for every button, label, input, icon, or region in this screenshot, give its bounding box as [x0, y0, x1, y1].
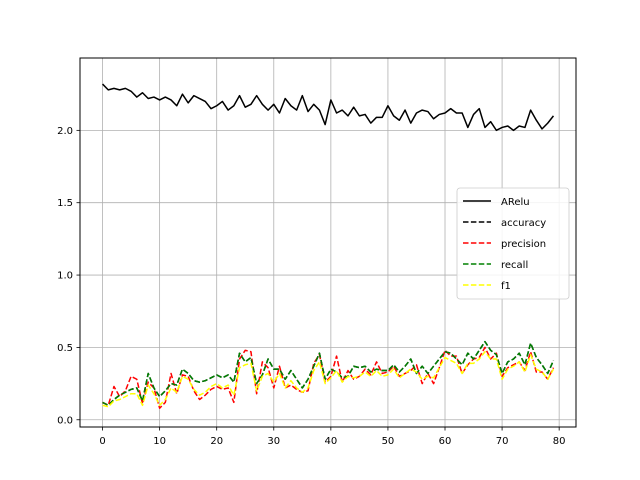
y-tick-label: 0.5	[57, 343, 73, 354]
series-layer	[102, 83, 555, 409]
x-tick-label: 10	[153, 436, 166, 447]
y-tick-label: 0.0	[57, 415, 73, 426]
x-tick-label: 60	[439, 436, 452, 447]
legend-label-arelu: ARelu	[501, 197, 530, 208]
legend-box	[456, 187, 570, 300]
legend-label-recall: recall	[501, 260, 528, 271]
legend-label-f1: f1	[501, 281, 511, 292]
x-axis: 0 10 20 30 40 50 60 70 80	[99, 427, 566, 447]
x-tick-label: 0	[99, 436, 105, 447]
x-tick-label: 20	[210, 436, 223, 447]
y-tick-label: 1.5	[57, 198, 73, 209]
legend-label-accuracy: accuracy	[501, 218, 546, 229]
legend-label-precision: precision	[501, 239, 546, 250]
series-line-arelu	[102, 83, 555, 132]
series-line-precision	[102, 346, 555, 409]
plot-frame	[79, 57, 577, 428]
series-line-recall	[102, 340, 555, 407]
x-tick-label: 30	[267, 436, 280, 447]
legend: ARelu accuracy precision recall f1	[456, 187, 570, 300]
x-tick-label: 40	[324, 436, 337, 447]
series-line-f1	[102, 351, 555, 408]
y-axis: 0.0 0.5 1.0 1.5 2.0	[57, 126, 80, 426]
x-tick-label: 50	[382, 436, 395, 447]
grid-lines	[80, 58, 576, 427]
x-tick-label: 80	[553, 436, 566, 447]
y-tick-label: 1.0	[57, 271, 73, 282]
x-tick-label: 70	[496, 436, 509, 447]
y-tick-label: 2.0	[57, 126, 73, 137]
